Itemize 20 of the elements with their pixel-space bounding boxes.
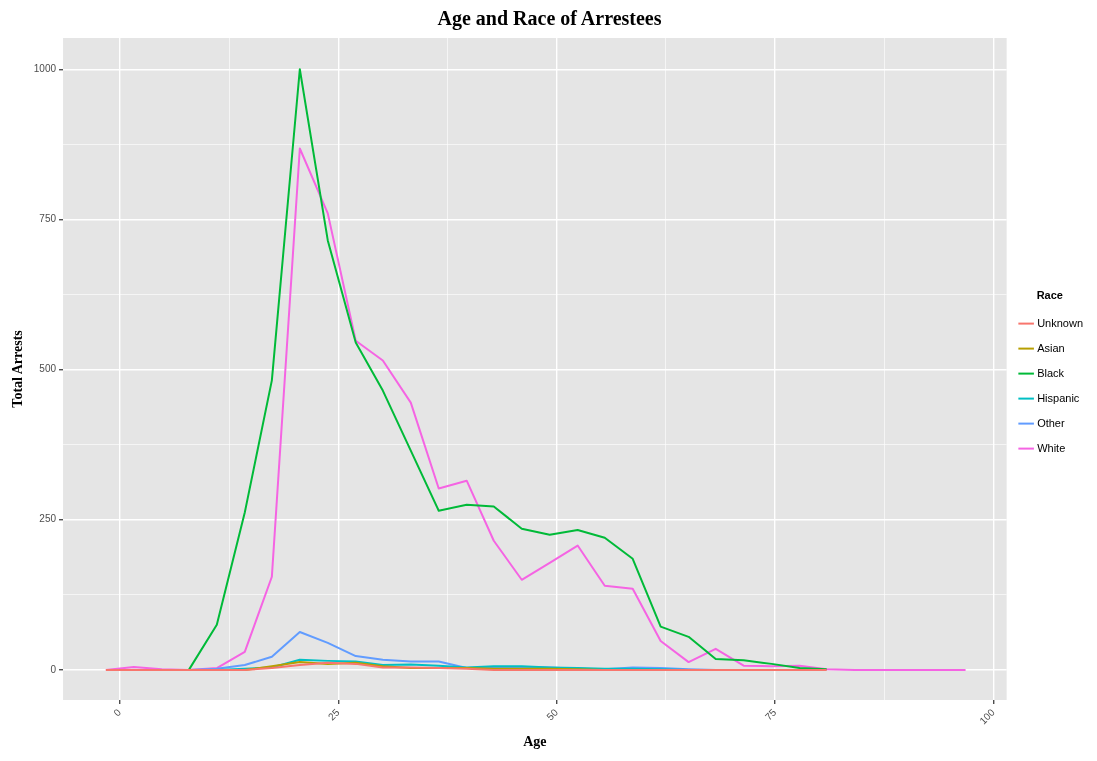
y-tick-label: 250	[39, 513, 57, 525]
legend-label: Asian	[1037, 341, 1065, 354]
y-tick-label: 1000	[33, 62, 57, 74]
chart-title: Age and Race of Arrestees	[437, 7, 662, 31]
y-tick-label: 500	[39, 363, 57, 375]
legend-label: Unknown	[1037, 316, 1083, 329]
legend-label: Black	[1037, 366, 1065, 379]
legend-label: White	[1037, 441, 1066, 454]
x-axis-title: Age	[523, 734, 547, 750]
x-tick-label: 75	[762, 706, 779, 723]
legend-label: Hispanic	[1037, 391, 1080, 404]
legend-label: Other	[1037, 416, 1065, 429]
x-tick-label: 100	[977, 706, 998, 727]
x-tick-label: 50	[544, 706, 561, 723]
y-axis-title: Total Arrests	[10, 329, 26, 408]
legend-title: Race	[1036, 289, 1063, 302]
y-tick-label: 0	[50, 663, 57, 675]
y-tick-label: 750	[39, 213, 57, 225]
x-tick-label: 0	[111, 706, 124, 719]
x-tick-label: 25	[325, 706, 342, 723]
